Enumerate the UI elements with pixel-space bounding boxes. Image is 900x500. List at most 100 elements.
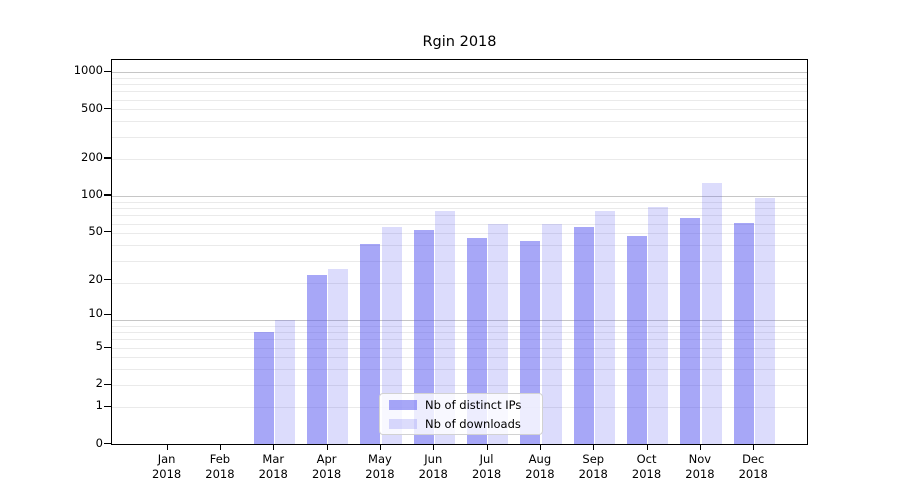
bar-distinct-ips-sep <box>573 227 594 444</box>
x-tick-label: Jan 2018 <box>151 452 182 481</box>
y-tick-label: 2 <box>95 376 103 391</box>
x-tick-mark <box>379 445 382 450</box>
x-tick-mark <box>753 445 755 450</box>
y-tick-mark <box>104 108 111 110</box>
x-tick-mark <box>219 445 222 450</box>
gridline-minor <box>112 339 807 341</box>
x-tick-label: Oct 2018 <box>631 452 662 481</box>
gridline-minor <box>112 201 807 203</box>
bar-downloads-nov <box>701 183 722 444</box>
y-tick-mark <box>104 383 111 386</box>
y-tick-mark <box>104 443 111 445</box>
gridline-minor <box>112 223 807 225</box>
y-tick-label: 20 <box>88 271 103 286</box>
gridline-minor <box>112 84 807 86</box>
gridline-minor <box>112 357 807 359</box>
gridline-major <box>112 72 807 73</box>
gridline-minor <box>112 369 807 371</box>
bar-downloads-mar <box>274 320 295 444</box>
legend-swatch <box>389 418 417 429</box>
legend-row: Nb of downloads <box>380 416 542 432</box>
x-tick-mark <box>433 445 435 450</box>
y-tick-mark <box>104 346 111 348</box>
x-tick-mark <box>486 445 488 450</box>
legend-label: Nb of distinct IPs <box>425 397 522 412</box>
y-tick-label: 50 <box>88 223 103 238</box>
bar-distinct-ips-mar <box>253 332 274 444</box>
gridline-minor <box>112 136 807 138</box>
gridline-minor <box>112 158 807 160</box>
y-tick-mark <box>104 405 111 407</box>
bar-downloads-aug <box>541 224 562 444</box>
x-tick-mark <box>539 445 542 450</box>
bar-distinct-ips-jul <box>466 237 487 444</box>
y-tick-label: 5 <box>95 339 103 353</box>
bar-downloads-apr <box>328 268 349 444</box>
legend: Nb of distinct IPs Nb of downloads <box>379 393 543 435</box>
bar-distinct-ips-dec <box>733 222 754 444</box>
y-tick-label: 500 <box>81 100 103 115</box>
y-tick-label: 1 <box>95 398 103 413</box>
x-tick-label: Sep 2018 <box>578 452 608 481</box>
y-tick-mark <box>104 279 111 281</box>
gridline-minor <box>112 347 807 349</box>
legend-row: Nb of distinct IPs <box>380 397 542 413</box>
x-tick-label: Nov 2018 <box>685 452 715 481</box>
gridline-minor <box>112 121 807 123</box>
gridline-minor <box>112 215 807 217</box>
gridline-minor <box>112 77 807 79</box>
legend-swatch <box>389 399 417 410</box>
x-tick-label: Apr 2018 <box>311 452 342 481</box>
x-tick-label: Dec 2018 <box>738 452 768 481</box>
gridline-major <box>112 196 807 197</box>
gridline-minor <box>112 282 807 284</box>
gridline-major <box>112 320 807 321</box>
gridline-minor <box>112 325 807 327</box>
legend-label: Nb of downloads <box>425 416 521 431</box>
y-tick-mark <box>104 313 111 316</box>
bar-downloads-oct <box>648 207 669 444</box>
y-tick-label: 0 <box>95 435 103 450</box>
x-tick-mark <box>646 445 648 450</box>
gridline-minor <box>112 109 807 111</box>
bar-distinct-ips-may <box>360 244 381 444</box>
gridline-minor <box>112 99 807 101</box>
bar-distinct-ips-apr <box>306 275 327 444</box>
bar-distinct-ips-nov <box>680 218 701 444</box>
y-tick-mark <box>104 231 111 233</box>
y-tick-mark <box>104 157 111 159</box>
x-tick-label: Mar 2018 <box>258 452 288 481</box>
bar-downloads-jun <box>434 210 455 444</box>
gridline-minor <box>112 208 807 210</box>
y-tick-mark <box>104 194 111 196</box>
chart-title: Rgin 2018 <box>422 34 497 50</box>
y-tick-mark <box>104 70 111 73</box>
x-tick-mark <box>273 445 275 450</box>
x-tick-mark <box>166 445 168 450</box>
bar-downloads-sep <box>594 210 615 444</box>
x-tick-label: Jun 2018 <box>418 452 448 481</box>
x-tick-mark <box>593 445 595 450</box>
y-tick-label: 1000 <box>73 63 103 78</box>
bar-downloads-jul <box>488 224 509 444</box>
bar-downloads-may <box>381 227 402 444</box>
x-tick-label: Jul 2018 <box>471 452 502 481</box>
y-tick-label: 10 <box>88 306 103 321</box>
x-tick-mark <box>326 445 328 450</box>
x-tick-label: Feb 2018 <box>205 452 235 481</box>
x-tick-mark <box>699 445 702 450</box>
gridline-minor <box>112 233 807 235</box>
bar-downloads-dec <box>754 198 775 444</box>
bar-distinct-ips-jun <box>413 230 434 444</box>
gridline-minor <box>112 384 807 386</box>
plot-area: Nb of distinct IPs Nb of downloads <box>111 59 808 445</box>
gridline-minor <box>112 332 807 334</box>
y-tick-label: 200 <box>81 149 103 164</box>
bar-distinct-ips-oct <box>626 235 647 444</box>
x-tick-label: Aug 2018 <box>525 452 555 481</box>
gridline-minor <box>112 260 807 262</box>
x-tick-label: May 2018 <box>365 452 395 481</box>
gridline-minor <box>112 245 807 247</box>
y-tick-label: 100 <box>81 186 103 201</box>
